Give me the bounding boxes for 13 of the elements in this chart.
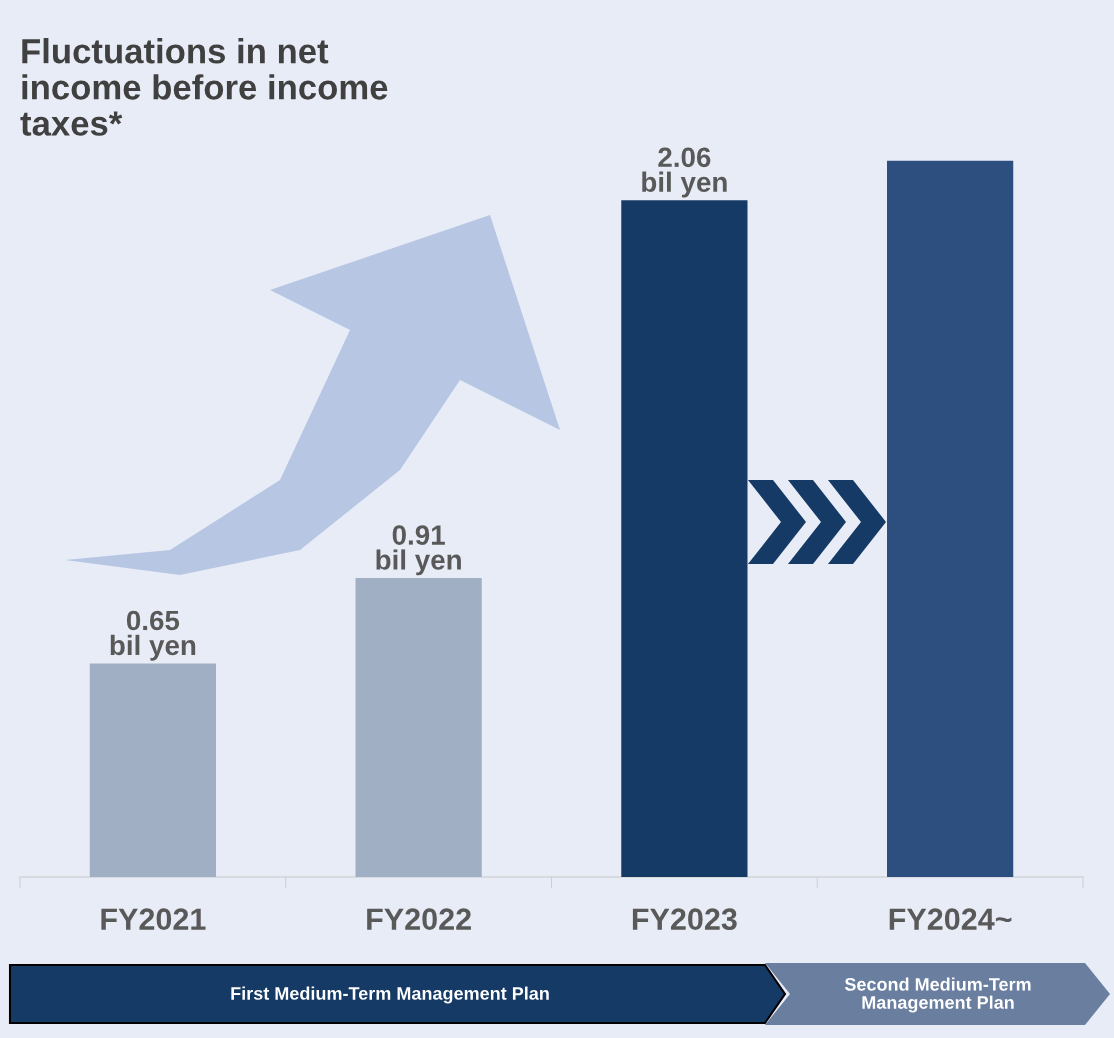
text: First Medium-Term Management Plan: [231, 986, 549, 1004]
data-label: 0.91 bil yen: [376, 525, 461, 576]
bar: [887, 160, 1014, 877]
x-tick-label: FY2022: [367, 908, 471, 930]
data-label: 0.65 bil yen: [110, 610, 196, 661]
x-tick-label: FY2024~: [889, 908, 1012, 930]
x-tick-label: FY2023: [632, 908, 737, 931]
bar: [355, 578, 482, 877]
x-tick-label: FY2021: [101, 908, 206, 930]
text: Second Medium-Term Management Plan: [844, 977, 1031, 1013]
chart-title: Fluctuations in net income before income taxes*: [20, 38, 388, 136]
bar: [89, 663, 216, 877]
data-label: 2.06 bil yen: [642, 147, 727, 198]
